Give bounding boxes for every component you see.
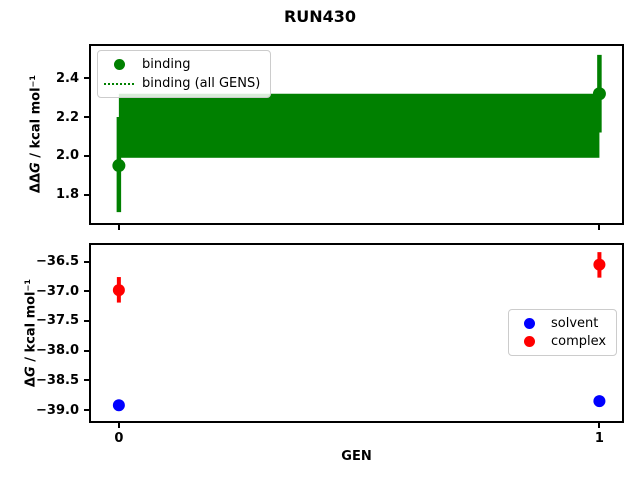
dg-plot-canvas [112,252,606,412]
x-tick-label: 0 [114,431,124,446]
y-tick-label: 2.0 [55,148,79,164]
y-tick-label: −36.5 [36,254,79,270]
ddg-plot-canvas [112,54,606,213]
legend-label-binding: binding [142,57,191,72]
legend-item-solvent: solvent [515,314,606,333]
y-tick [84,154,89,157]
x-tick [117,423,120,428]
confidence-band [118,93,600,158]
ddg-axis-label: ΔΔG / kcal mol⁻¹ [29,75,44,193]
axes-dg-plot: solvent complex [89,243,624,423]
y-tick-label: 2.2 [55,109,79,125]
point-solvent-gen0 [112,399,125,412]
legend-label-binding-all-gens: binding (all GENS) [142,76,261,91]
y-tick-label: −39.0 [36,402,79,418]
y-tick [84,260,89,263]
y-tick [84,379,89,382]
legend-marker-cell [104,59,134,70]
y-tick-label: −37.5 [36,313,79,329]
legend-marker-cell [515,336,543,348]
y-tick-label: −38.0 [36,343,79,359]
x-tick [598,225,601,230]
y-tick [84,290,89,293]
y-tick-label: −38.5 [36,372,79,388]
gen-axis-label: GEN [341,449,372,464]
dotted-line-icon [104,82,134,85]
legend-item-binding: binding [104,55,260,74]
legend-binding: binding binding (all GENS) [97,50,272,98]
solvent-dot-icon [523,317,535,329]
legend-item-complex: complex [515,333,606,352]
legend-label-complex: complex [551,334,607,350]
y-tick [84,193,89,196]
point-complex-gen1 [593,258,606,271]
y-tick-label: −37.0 [36,283,79,299]
x-tick-label: 1 [594,431,604,446]
y-tick [84,409,89,412]
legend-item-binding-all-gens: binding (all GENS) [104,74,260,93]
point-solvent-gen1 [593,395,606,408]
legend-solvent-complex: solvent complex [508,309,618,356]
y-tick [84,349,89,352]
y-tick-label: 1.8 [55,187,79,203]
y-tick [84,319,89,322]
point-complex-gen0 [112,284,125,297]
axes-ddg-plot: binding binding (all GENS) [89,44,624,225]
legend-label-solvent: solvent [551,315,599,331]
figure-title: RUN430 [283,7,357,26]
complex-dot-icon [523,336,535,348]
point-binding-gen1 [592,87,606,101]
legend-marker-cell [104,82,134,85]
binding-dot-icon [113,59,125,70]
y-tick [84,77,89,80]
y-tick [84,116,89,119]
x-tick [598,423,601,428]
legend-marker-cell [515,317,543,329]
x-tick [117,225,120,230]
point-binding-gen0 [112,159,126,173]
y-tick-label: 2.4 [55,70,79,86]
